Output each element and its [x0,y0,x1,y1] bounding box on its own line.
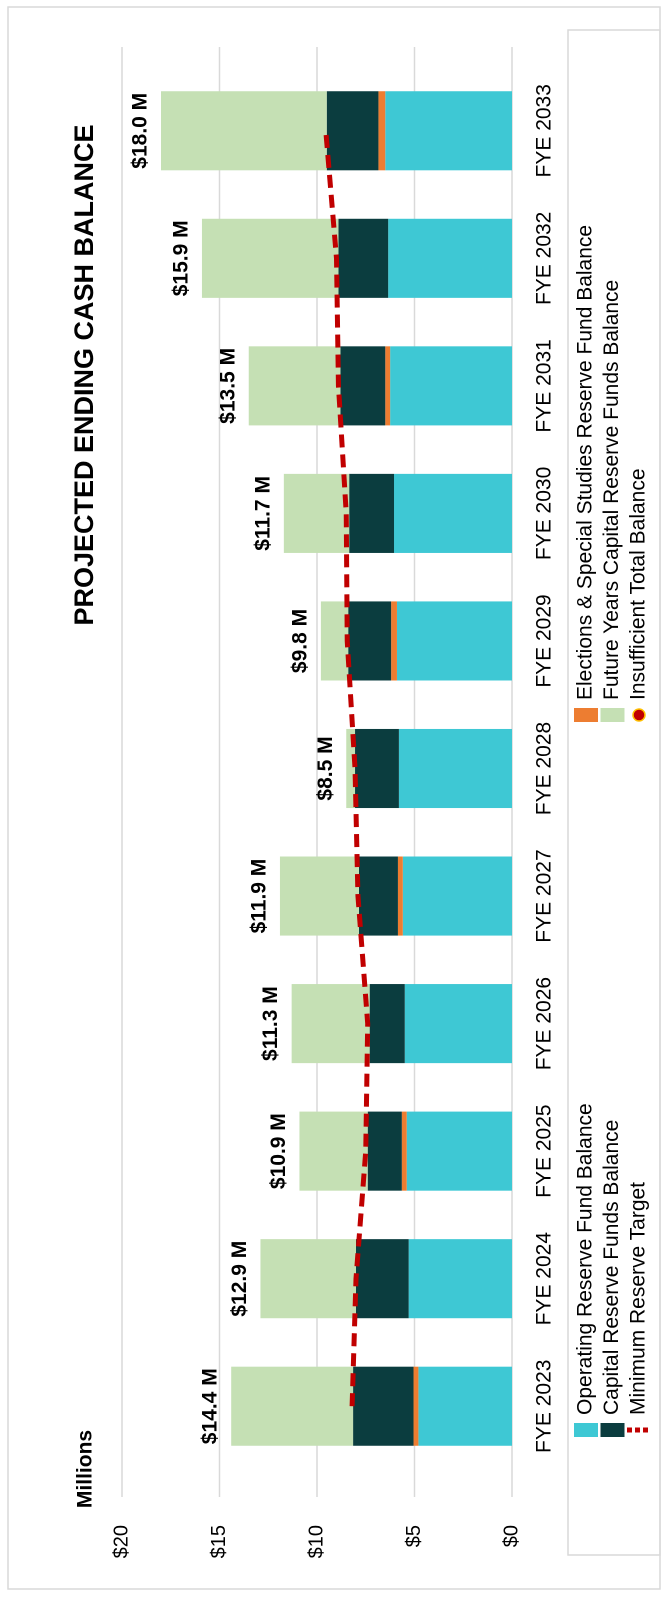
total-label: $9.8 M [288,609,311,673]
bar-segment [390,346,512,426]
legend-label: Minimum Reserve Target [627,1182,650,1415]
total-label: $10.9 M [267,1113,290,1189]
bar-segment [340,346,386,426]
legend-label: Future Years Capital Reserve Funds Balan… [600,280,623,700]
bar-segment [418,1366,512,1446]
x-tick-label: FYE 2029 [533,594,556,687]
bar-segment [353,1366,414,1446]
total-label: $11.9 M [247,859,270,934]
legend-swatch [600,1423,625,1437]
total-label: $14.4 M [199,1368,222,1444]
x-tick-label: FYE 2031 [533,339,556,432]
bar-segment [408,1239,512,1319]
total-label: $15.9 M [169,220,192,296]
bar-segment [283,473,350,553]
y-tick-label: $15 [208,1525,230,1558]
y-tick-label: $5 [403,1525,425,1547]
bar-segment [404,984,512,1064]
bar-segment [349,473,395,553]
y-tick-label: $10 [305,1525,327,1558]
bar-segment [260,1239,357,1319]
legend-label: Elections & Special Studies Reserve Fund… [574,225,597,700]
legend-swatch [632,708,646,722]
bar-segment [320,601,349,681]
x-tick-label: FYE 2030 [533,467,556,560]
bar-segment [201,218,339,298]
y-tick-label: $0 [500,1525,522,1547]
bar-segment [248,346,341,426]
bar-segment [394,473,512,553]
x-tick-label: FYE 2023 [533,1360,556,1453]
total-label: $8.5 M [314,736,337,800]
legend-swatch [574,1423,598,1437]
legend-label: Capital Reserve Funds Balance [600,1120,623,1415]
x-tick-label: FYE 2025 [533,1104,556,1197]
bar-segment [299,1111,368,1191]
legend-swatch [574,708,598,722]
bar-segment [367,1111,402,1191]
bar-segment [346,728,356,809]
bar-segment [355,728,399,809]
legend-box [567,29,661,1556]
legend-swatch [600,708,625,722]
bar-segment [401,1111,407,1191]
chart-title: PROJECTED ENDING CASH BALANCE [69,124,99,625]
x-tick-label: FYE 2032 [533,212,556,305]
bar-segment [402,856,512,936]
total-label: $11.7 M [251,476,274,551]
x-tick-label: FYE 2028 [533,722,556,815]
bar-segment [385,91,512,171]
bar-segment [356,1239,409,1319]
bar-segment [391,601,397,681]
y-axis-label: Millions [74,1430,97,1508]
x-tick-label: FYE 2033 [533,84,556,177]
bar-segment [397,856,403,936]
bar-segment [161,91,327,171]
total-label: $13.5 M [216,348,239,424]
legend-label: Insufficient Total Balance [627,468,650,700]
x-tick-label: FYE 2026 [533,977,556,1070]
bar-segment [279,856,359,936]
bar-segment [326,91,379,171]
bar-segment [378,91,386,171]
bar-segment [231,1366,354,1446]
bar-segment [338,218,389,298]
legend-label: Operating Reserve Fund Balance [574,1103,597,1415]
bar-segment [369,984,405,1064]
bar-segment [413,1366,419,1446]
bar-segment [406,1111,513,1191]
bar-segment [291,984,370,1064]
x-tick-label: FYE 2024 [533,1232,556,1326]
line [323,130,371,1407]
bar-segment [398,728,512,809]
bar-segment [388,218,512,298]
bar-segment [358,856,398,936]
y-tick-label: $20 [110,1525,132,1558]
bar-segment [385,346,391,426]
x-tick-label: FYE 2027 [533,849,556,942]
bar-segment [348,601,392,681]
bar-segment [396,601,513,681]
total-label: $11.3 M [259,986,282,1061]
total-label: $12.9 M [228,1241,251,1317]
total-label: $18.0 M [129,93,152,169]
